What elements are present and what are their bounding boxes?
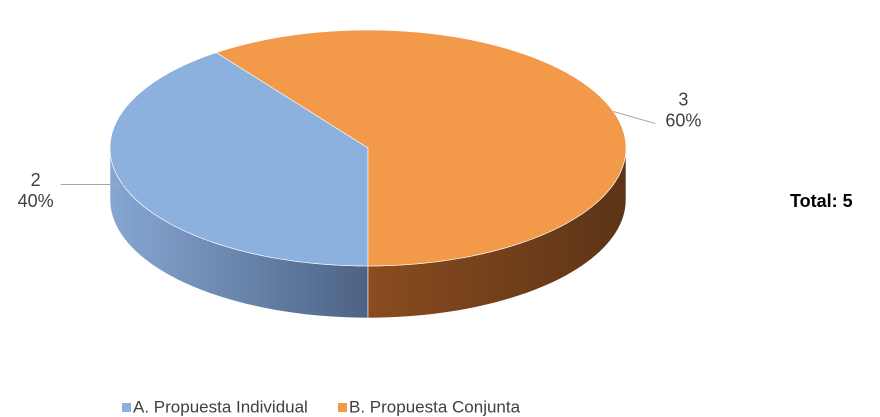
total-annotation: Total: 5 [790,191,853,211]
data-label-value: 3 [678,89,688,109]
data-label-percent: 40% [18,191,54,211]
legend-swatch [122,403,131,412]
legend-label: A. Propuesta Individual [133,397,308,416]
leader-line [613,111,656,125]
legend-swatch [338,403,347,412]
data-label-percent: 60% [665,110,701,130]
data-label-value: 2 [31,170,41,190]
legend-label: B. Propuesta Conjunta [349,397,521,416]
